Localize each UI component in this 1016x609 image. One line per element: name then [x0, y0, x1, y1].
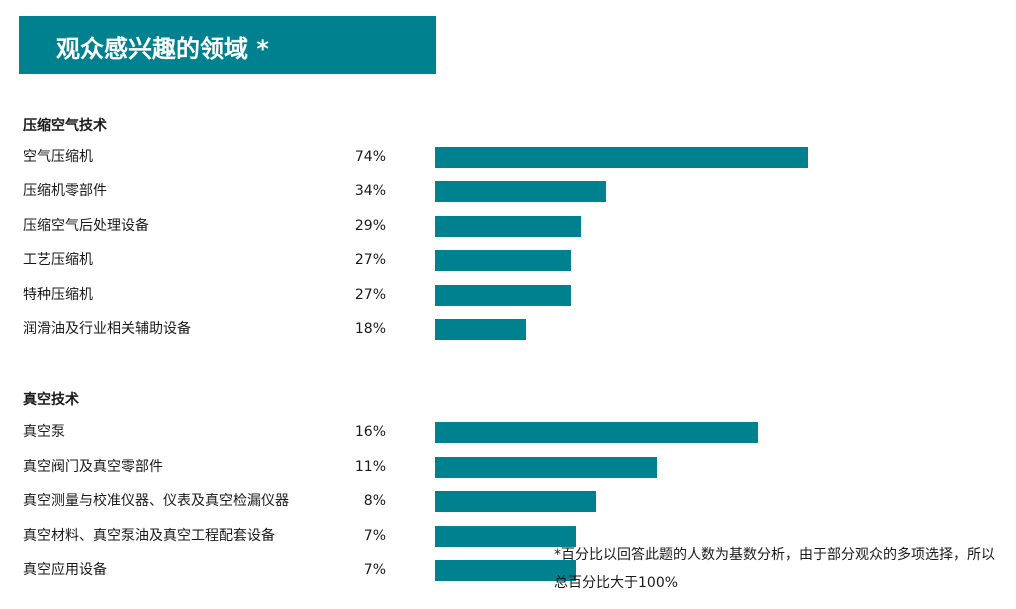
value-label: 18%: [354, 321, 386, 337]
category-label: 压缩空气后处理设备: [23, 217, 149, 234]
value-label: 34%: [354, 183, 386, 200]
value-label: 16%: [354, 424, 386, 440]
value-label: 27%: [354, 286, 386, 303]
title-banner: 观众感兴趣的领域 *: [19, 16, 436, 74]
bar: [435, 181, 606, 203]
bar: [435, 215, 581, 237]
chart-title: 观众感兴趣的领域 *: [56, 35, 269, 63]
bar: [435, 525, 576, 547]
category-label: 真空应用设备: [23, 562, 107, 579]
category-label: 真空材料、真空泵油及真空工程配套设备: [23, 527, 275, 544]
bar: [435, 284, 571, 306]
bar: [435, 319, 526, 340]
bar: [435, 560, 576, 582]
section-heading-1: 压缩空气技术: [23, 118, 107, 134]
value-label: 7%: [363, 562, 386, 579]
category-label: 工艺压缩机: [23, 252, 93, 269]
value-label: 11%: [354, 458, 386, 475]
footnote: *百分比以回答此题的人数为基数分析，由于部分观众的多项选择，所以总百分比大于10…: [554, 547, 995, 591]
bar: [435, 491, 596, 513]
category-label: 真空阀门及真空零部件: [23, 458, 163, 475]
section-heading-2: 真空技术: [23, 392, 79, 408]
category-label: 压缩机零部件: [23, 183, 107, 200]
value-label: 27%: [354, 252, 386, 269]
bar: [435, 422, 758, 443]
bar: [435, 147, 808, 168]
bar: [435, 250, 571, 272]
value-label: 7%: [363, 527, 386, 544]
value-label: 74%: [354, 149, 386, 165]
category-label: 润滑油及行业相关辅助设备: [23, 321, 191, 337]
value-label: 8%: [363, 493, 386, 510]
category-label: 空气压缩机: [23, 149, 93, 165]
bar: [435, 456, 657, 478]
category-label: 真空测量与校准仪器、仪表及真空检漏仪器: [23, 493, 289, 510]
category-label: 真空泵: [23, 424, 65, 440]
category-label: 特种压缩机: [23, 286, 93, 303]
value-label: 29%: [354, 217, 386, 234]
